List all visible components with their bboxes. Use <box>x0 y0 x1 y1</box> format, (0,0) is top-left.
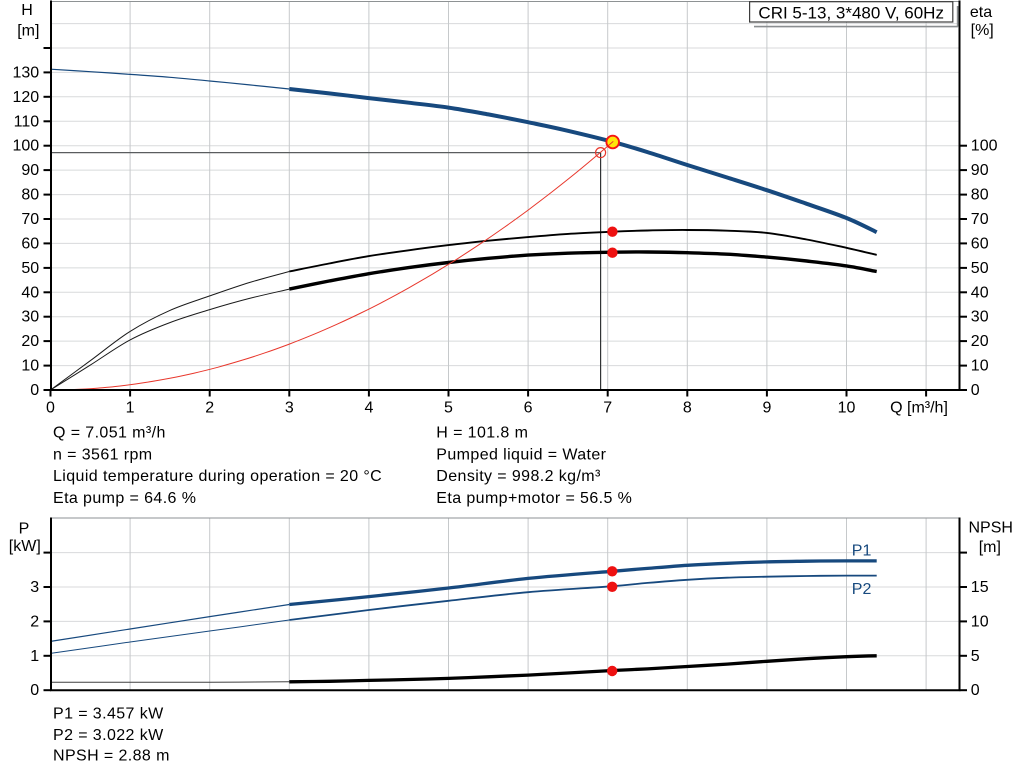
svg-text:5: 5 <box>971 648 980 665</box>
svg-text:0: 0 <box>30 382 39 399</box>
svg-text:110: 110 <box>14 113 40 130</box>
svg-text:1: 1 <box>30 648 39 665</box>
svg-text:P2: P2 <box>852 581 872 598</box>
svg-text:10: 10 <box>21 358 39 375</box>
svg-text:Liquid temperature during oper: Liquid temperature during operation = 20… <box>53 468 382 485</box>
svg-text:50: 50 <box>21 260 39 277</box>
svg-text:2: 2 <box>205 399 214 416</box>
svg-text:Eta pump+motor = 56.5 %: Eta pump+motor = 56.5 % <box>436 490 632 507</box>
svg-text:n = 3561 rpm: n = 3561 rpm <box>53 446 153 463</box>
svg-text:5: 5 <box>444 399 453 416</box>
svg-text:P1: P1 <box>852 543 872 560</box>
svg-text:3: 3 <box>30 579 39 596</box>
svg-text:100: 100 <box>971 138 998 155</box>
svg-text:Pumped liquid = Water: Pumped liquid = Water <box>436 446 606 463</box>
svg-text:Eta pump = 64.6 %: Eta pump = 64.6 % <box>53 490 196 507</box>
svg-text:NPSH: NPSH <box>968 520 1012 537</box>
svg-text:P2 = 3.022 kW: P2 = 3.022 kW <box>53 727 164 744</box>
svg-text:[%]: [%] <box>971 22 994 39</box>
svg-text:3: 3 <box>285 399 294 416</box>
svg-text:30: 30 <box>21 309 39 326</box>
svg-text:9: 9 <box>762 399 771 416</box>
svg-text:50: 50 <box>971 260 989 277</box>
svg-text:H = 101.8 m: H = 101.8 m <box>436 425 528 442</box>
svg-text:70: 70 <box>21 211 39 228</box>
svg-text:10: 10 <box>971 358 989 375</box>
svg-text:Density = 998.2 kg/m³: Density = 998.2 kg/m³ <box>436 468 601 485</box>
svg-text:[kW]: [kW] <box>9 538 41 555</box>
svg-text:10: 10 <box>838 399 856 416</box>
svg-text:P1 = 3.457 kW: P1 = 3.457 kW <box>53 706 164 723</box>
svg-text:H: H <box>21 2 33 19</box>
svg-text:30: 30 <box>971 309 989 326</box>
svg-text:7: 7 <box>603 399 612 416</box>
svg-text:90: 90 <box>21 162 39 179</box>
svg-text:Q = 7.051 m³/h: Q = 7.051 m³/h <box>53 425 166 442</box>
svg-text:[m]: [m] <box>17 22 39 39</box>
svg-text:eta: eta <box>970 4 992 21</box>
svg-text:80: 80 <box>21 187 39 204</box>
svg-text:0: 0 <box>46 399 55 416</box>
svg-text:120: 120 <box>12 89 39 106</box>
svg-text:0: 0 <box>971 682 980 699</box>
svg-text:[m]: [m] <box>979 539 1001 556</box>
svg-text:6: 6 <box>524 399 533 416</box>
svg-text:70: 70 <box>971 211 989 228</box>
svg-text:90: 90 <box>971 162 989 179</box>
svg-text:10: 10 <box>971 613 989 630</box>
svg-text:130: 130 <box>12 64 39 81</box>
svg-text:15: 15 <box>971 579 989 596</box>
svg-text:1: 1 <box>126 399 135 416</box>
svg-text:20: 20 <box>971 333 989 350</box>
svg-text:80: 80 <box>971 187 989 204</box>
svg-text:60: 60 <box>21 235 39 252</box>
svg-text:20: 20 <box>21 333 39 350</box>
svg-text:8: 8 <box>683 399 692 416</box>
svg-text:60: 60 <box>971 235 989 252</box>
svg-text:Q [m³/h]: Q [m³/h] <box>890 399 948 416</box>
svg-text:40: 40 <box>21 284 39 301</box>
svg-text:40: 40 <box>971 284 989 301</box>
svg-text:4: 4 <box>364 399 373 416</box>
svg-text:0: 0 <box>30 682 39 699</box>
svg-text:CRI 5-13, 3*480 V, 60Hz: CRI 5-13, 3*480 V, 60Hz <box>758 4 944 23</box>
svg-text:2: 2 <box>30 613 39 630</box>
svg-text:NPSH = 2.88 m: NPSH = 2.88 m <box>53 748 170 765</box>
svg-text:100: 100 <box>12 138 39 155</box>
svg-text:P: P <box>19 521 30 538</box>
svg-text:0: 0 <box>971 382 980 399</box>
